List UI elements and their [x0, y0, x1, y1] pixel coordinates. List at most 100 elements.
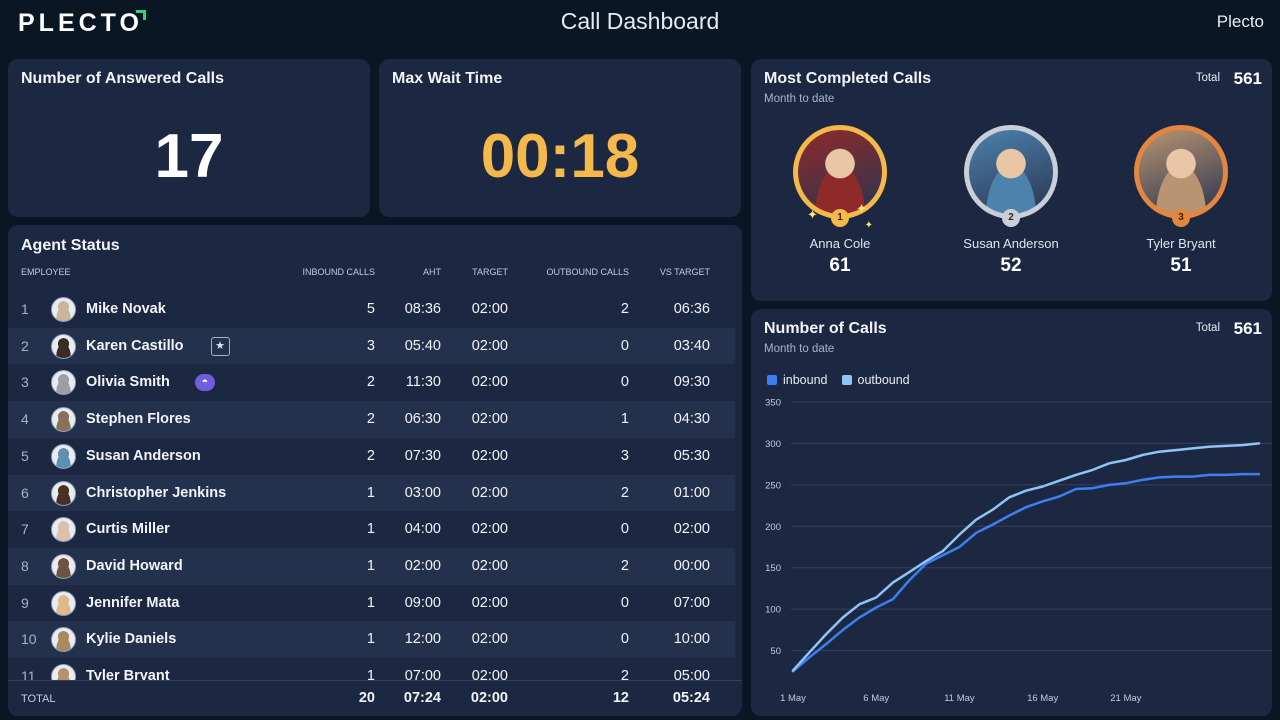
outbound-calls: 0: [620, 337, 629, 354]
avatar: [51, 407, 76, 433]
card-subtitle: Month to date: [764, 93, 835, 105]
total-outbound: 12: [612, 690, 629, 706]
row-rank: 5: [21, 447, 29, 464]
total-inbound: 20: [358, 690, 375, 706]
vs-target: 00:00: [673, 557, 710, 574]
legend-item-outbound[interactable]: outbound: [841, 373, 910, 387]
leaderboard-entry[interactable]: 1 ✦ ✦ ✦ Anna Cole 61: [755, 125, 925, 277]
table-row[interactable]: 10 Kylie Daniels 1 12:00 02:00 0 10:00: [8, 621, 735, 658]
avatar: [51, 517, 76, 543]
avatar: [51, 480, 76, 506]
total-value: 561: [1233, 69, 1262, 88]
chart-legend: inbound outbound: [767, 373, 924, 387]
star-badge-icon: ★: [210, 336, 230, 356]
legend-swatch: [841, 375, 852, 385]
table-row[interactable]: 6 Christopher Jenkins 1 03:00 02:00 2 01…: [8, 474, 735, 512]
employee-name: Curtis Miller: [86, 521, 170, 538]
table-row[interactable]: 2 Karen Castillo ★ 3 05:40 02:00 0 03:40: [8, 327, 735, 365]
y-tick-label: 250: [765, 480, 781, 491]
outbound-calls: 0: [620, 631, 629, 648]
x-tick-label: 16 May: [1027, 693, 1058, 704]
row-rank: 6: [21, 484, 29, 501]
total-row: TOTAL 20 07:24 02:00 12 05:24: [8, 680, 742, 716]
outbound-calls: 3: [620, 447, 629, 464]
aht: 06:30: [404, 411, 441, 428]
leaderboard-entry[interactable]: 2 Susan Anderson 52: [926, 125, 1096, 277]
y-tick-label: 200: [765, 522, 781, 533]
y-tick-label: 150: [765, 563, 781, 574]
calls-line-chart: 50 100 150 200 250 300 350 1 May 6 May 11 May 16 M…: [765, 398, 1272, 704]
aht: 08:36: [404, 301, 441, 317]
max-wait-value: 00:18: [480, 122, 640, 191]
leaderboard-entry[interactable]: 3 Tyler Bryant 51: [1096, 125, 1266, 277]
avatar: [51, 553, 76, 579]
row-rank: 4: [21, 411, 29, 428]
leader-value: 52: [1000, 255, 1022, 276]
target: 02:00: [471, 594, 508, 611]
legend-swatch: [767, 375, 777, 385]
x-tick-label: 1 May: [780, 693, 806, 704]
brand-name: Plecto: [1216, 12, 1264, 31]
series-line-inbound: [791, 472, 1261, 673]
outbound-calls: 2: [620, 301, 629, 317]
agent-status-card: Agent Status EMPLOYEE INBOUND CALLS AHT …: [8, 225, 742, 716]
inbound-calls: 2: [366, 411, 375, 428]
legend-item-inbound[interactable]: inbound: [767, 373, 828, 387]
table-row[interactable]: 4 Stephen Flores 2 06:30 02:00 1 04:30: [8, 401, 735, 438]
card-title: Agent Status: [21, 237, 120, 254]
employee-name: Kylie Daniels: [86, 631, 177, 648]
employee-name: Jennifer Mata: [86, 594, 180, 611]
vs-target: 07:00: [673, 594, 710, 611]
target: 02:00: [471, 411, 508, 428]
avatar: [51, 297, 76, 322]
employee-name: Karen Castillo: [86, 337, 184, 354]
avatar: [51, 590, 76, 616]
target: 02:00: [471, 374, 508, 391]
total-label: Total: [1195, 322, 1220, 334]
y-tick-label: 300: [765, 439, 781, 450]
vs-target: 06:36: [673, 301, 710, 317]
col-aht: AHT: [423, 267, 441, 277]
col-outbound: OUTBOUND CALLS: [546, 267, 629, 277]
avatar: [969, 130, 1053, 214]
legend-label: inbound: [783, 373, 828, 387]
top-bar: PLECTO Call Dashboard Plecto: [0, 0, 1280, 44]
table-row[interactable]: 1 Mike Novak 5 08:36 02:00 2 06:36: [8, 291, 735, 328]
inbound-calls: 2: [366, 374, 375, 391]
aht: 12:00: [404, 631, 441, 648]
table-row[interactable]: 9 Jennifer Mata 1 09:00 02:00 0 07:00: [8, 585, 735, 622]
target: 02:00: [471, 521, 508, 538]
table-row[interactable]: 8 David Howard 1 02:00 02:00 2 00:00: [8, 547, 735, 585]
table-row[interactable]: 5 Susan Anderson 2 07:30 02:00 3 05:30: [8, 438, 735, 475]
table-row[interactable]: 7 Curtis Miller 1 04:00 02:00 0 02:00: [8, 511, 735, 548]
table-row[interactable]: 3 Olivia Smith ◓ 2 11:30 02:00 0 09:30: [8, 364, 735, 401]
col-vs-target: VS TARGET: [659, 267, 710, 277]
avatar: [1139, 130, 1223, 214]
vs-target: 04:30: [673, 411, 710, 428]
inbound-calls: 1: [366, 631, 375, 648]
dashboard-title: Call Dashboard: [560, 8, 720, 34]
sparkle-icon: ✦: [807, 207, 818, 222]
total-value: 561: [1233, 319, 1262, 338]
logo-text: PLECTO: [18, 9, 146, 37]
vs-target: 10:00: [673, 631, 710, 648]
target: 02:00: [471, 631, 508, 648]
aht: 02:00: [404, 557, 441, 574]
inbound-calls: 1: [366, 484, 375, 501]
row-rank: 9: [21, 594, 29, 611]
aht: 09:00: [404, 594, 441, 611]
leader-value: 61: [829, 255, 851, 276]
answered-calls-card: Number of Answered Calls 17: [8, 59, 370, 217]
inbound-calls: 3: [366, 337, 375, 354]
leader-name: Tyler Bryant: [1146, 236, 1216, 251]
outbound-calls: 0: [620, 374, 629, 391]
vs-target: 09:30: [673, 374, 710, 391]
target: 02:00: [471, 557, 508, 574]
row-rank: 8: [21, 557, 29, 574]
row-rank: 10: [21, 631, 37, 648]
outbound-calls: 0: [620, 594, 629, 611]
outbound-calls: 1: [620, 411, 629, 428]
employee-name: Olivia Smith: [86, 374, 170, 391]
total-vs-target: 05:24: [672, 690, 710, 706]
avatar: [51, 370, 76, 396]
